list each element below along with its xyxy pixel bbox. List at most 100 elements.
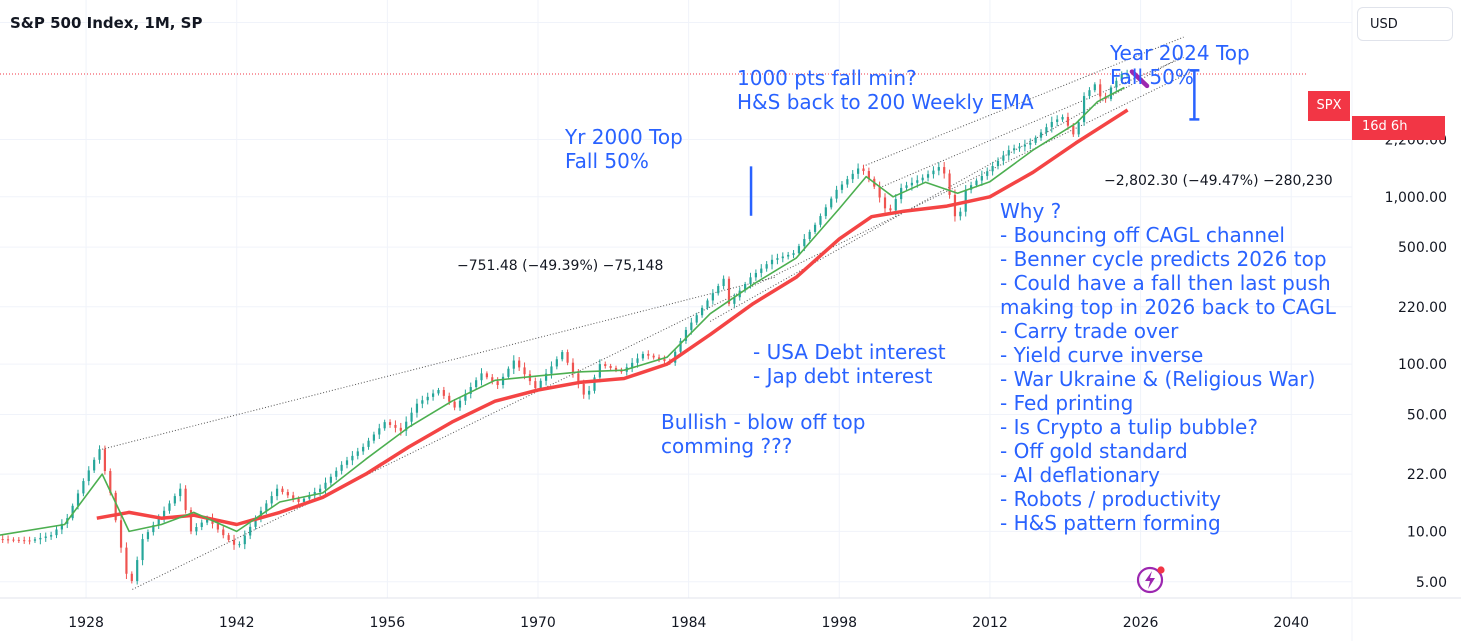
candle-body bbox=[222, 529, 225, 536]
candle-body bbox=[6, 539, 10, 541]
candle-body bbox=[114, 492, 117, 521]
ema-lines bbox=[0, 86, 1129, 536]
ema-red-line bbox=[96, 108, 1129, 527]
candle-body bbox=[561, 352, 564, 360]
candle-body bbox=[571, 362, 575, 374]
y-tick-label: 1,000.00 bbox=[1385, 190, 1447, 206]
candle-body bbox=[883, 197, 887, 209]
candle-body bbox=[399, 427, 402, 431]
candle-body bbox=[631, 362, 634, 368]
candle-body bbox=[1002, 155, 1005, 161]
why-list-item: - Is Crypto a tulip bubble? bbox=[1000, 415, 1258, 439]
candle-body bbox=[227, 535, 230, 540]
candle-body bbox=[136, 560, 139, 582]
lightning-icon[interactable] bbox=[1134, 562, 1168, 596]
y-tick-label: 5.00 bbox=[1416, 575, 1447, 591]
trendline bbox=[709, 54, 1184, 322]
candle-body bbox=[1115, 80, 1118, 88]
candle-body bbox=[711, 293, 714, 301]
candle-body bbox=[297, 498, 300, 502]
candle-body bbox=[518, 360, 521, 368]
candle-body bbox=[238, 544, 241, 546]
why-list-item: - Benner cycle predicts 2026 top bbox=[1000, 247, 1327, 271]
candle-body bbox=[168, 503, 171, 511]
candle-body bbox=[372, 434, 376, 441]
candle-body bbox=[356, 451, 359, 456]
candle-body bbox=[394, 424, 397, 428]
candle-body bbox=[362, 446, 365, 452]
candle-body bbox=[996, 160, 1000, 167]
why-list-item: - H&S pattern forming bbox=[1000, 511, 1221, 535]
y-tick-label: 22.00 bbox=[1407, 467, 1447, 483]
candle-body bbox=[695, 315, 698, 323]
candle-body bbox=[130, 573, 133, 582]
candle-body bbox=[889, 208, 892, 211]
candle-body bbox=[797, 246, 801, 254]
candle-body bbox=[636, 358, 639, 363]
candle-body bbox=[593, 377, 596, 391]
x-tick-label: 2026 bbox=[1123, 615, 1159, 631]
candle-body bbox=[614, 367, 618, 370]
candle-body bbox=[1072, 125, 1075, 135]
candle-body bbox=[480, 373, 483, 381]
why-list-item: - War Ukraine & (Religious War) bbox=[1000, 367, 1316, 391]
candle-body bbox=[986, 171, 989, 176]
candle-body bbox=[765, 264, 768, 269]
why-list-item: - Yield curve inverse bbox=[1000, 343, 1204, 367]
candle-body bbox=[1039, 132, 1043, 138]
candle-body bbox=[249, 526, 252, 536]
candle-body bbox=[921, 177, 924, 181]
candle-body bbox=[125, 547, 128, 574]
measure-label-2000: −751.48 (−49.39%) −75,148 bbox=[457, 258, 664, 274]
candle-body bbox=[281, 488, 284, 493]
annotation-bullish[interactable]: Bullish - blow off top comming ??? bbox=[661, 410, 866, 458]
candle-body bbox=[1029, 142, 1032, 145]
candle-body bbox=[787, 254, 790, 257]
candle-body bbox=[141, 539, 144, 561]
currency-button[interactable]: USD bbox=[1357, 7, 1453, 41]
candle-body bbox=[152, 525, 155, 533]
candle-body bbox=[426, 396, 429, 401]
trendline bbox=[862, 36, 1184, 167]
candle-body bbox=[421, 400, 424, 404]
candle-body bbox=[335, 470, 338, 477]
candle-body bbox=[275, 488, 279, 497]
candle-body bbox=[1061, 116, 1064, 120]
candle-body bbox=[453, 401, 456, 408]
candle-body bbox=[1056, 119, 1059, 122]
candle-body bbox=[206, 518, 209, 523]
candle-body bbox=[652, 355, 655, 358]
candle-body bbox=[292, 495, 295, 499]
candle-body bbox=[846, 179, 849, 185]
candle-body bbox=[905, 185, 908, 188]
candle-body bbox=[657, 357, 661, 360]
annotation-2024-top[interactable]: Year 2024 Top Fall 50% bbox=[1110, 41, 1250, 89]
candle-body bbox=[501, 376, 505, 386]
candle-body bbox=[910, 182, 914, 186]
candle-body bbox=[1007, 150, 1010, 156]
trendline bbox=[132, 69, 1195, 590]
candle-body bbox=[179, 488, 182, 497]
candle-body bbox=[98, 449, 101, 460]
candle-body bbox=[948, 173, 951, 195]
candle-body bbox=[749, 277, 752, 284]
candle-body bbox=[916, 180, 919, 183]
annotation-2000-top[interactable]: Yr 2000 Top Fall 50% bbox=[565, 125, 683, 173]
candle-body bbox=[937, 167, 940, 171]
annotation-debt-interest[interactable]: - USA Debt interest - Jap debt interest bbox=[753, 340, 946, 388]
measurement-bars bbox=[749, 69, 1200, 216]
candle-body bbox=[1099, 84, 1102, 97]
x-tick-label: 1970 bbox=[520, 615, 556, 631]
candle-body bbox=[969, 185, 973, 190]
candle-body bbox=[604, 364, 607, 367]
x-tick-label: 2040 bbox=[1273, 615, 1309, 631]
annotation-hs-fall[interactable]: 1000 pts fall min? H&S back to 200 Weekl… bbox=[737, 66, 1034, 114]
candle-body bbox=[1, 539, 4, 541]
why-list[interactable]: Why ? - Bouncing off CAGL channel - Benner… bbox=[1000, 199, 1336, 535]
why-list-item: - Off gold standard bbox=[1000, 439, 1188, 463]
x-tick-label: 1928 bbox=[68, 615, 104, 631]
candle-body bbox=[195, 527, 198, 532]
candle-body bbox=[243, 535, 246, 545]
candle-body bbox=[109, 471, 112, 493]
